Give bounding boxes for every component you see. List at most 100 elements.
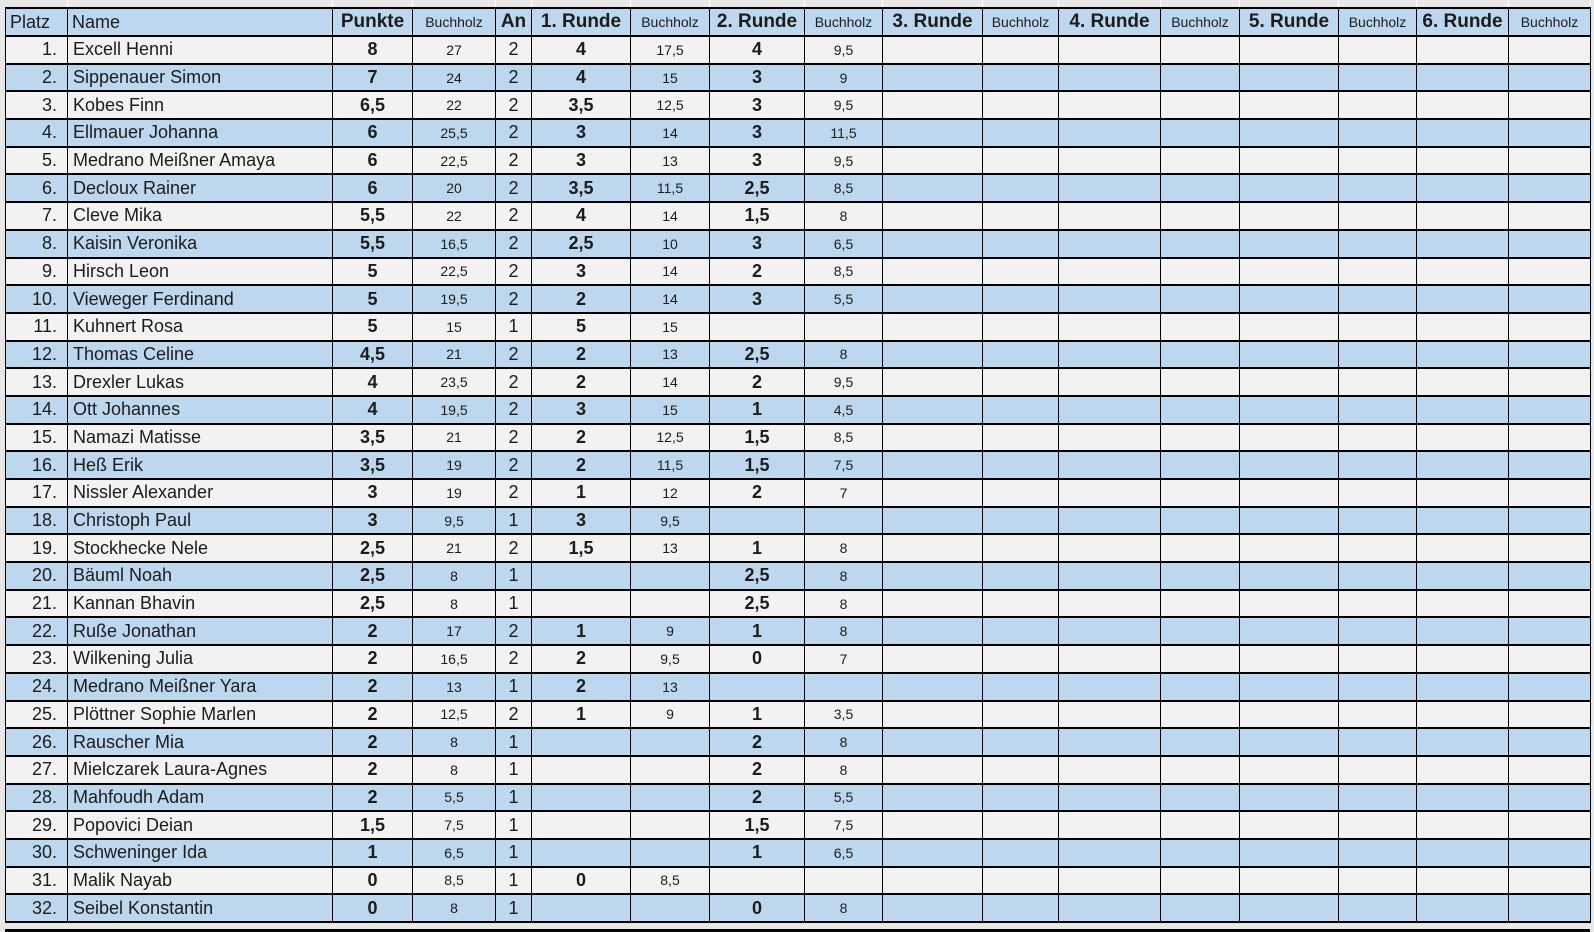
cell-runde-6[interactable]: [1416, 339, 1509, 370]
cell-name[interactable]: Mahfoudh Adam: [67, 782, 333, 813]
cell-buchholz-r3[interactable]: [982, 118, 1059, 148]
cell-buchholz-r4[interactable]: [1160, 394, 1240, 425]
cell-runde-3[interactable]: [882, 505, 983, 536]
cell-punkte[interactable]: 0: [332, 865, 413, 896]
cell-name[interactable]: Sippenauer Simon: [67, 62, 333, 93]
cell-name[interactable]: Malik Nayab: [67, 865, 333, 896]
cell-buchholz[interactable]: 22: [412, 90, 496, 121]
header-buchholz-r2[interactable]: Buchholz: [804, 7, 883, 37]
cell-name[interactable]: Kannan Bhavin: [67, 588, 333, 619]
cell-platz[interactable]: 28.: [5, 782, 68, 813]
cell-runde-5[interactable]: [1239, 810, 1339, 840]
cell-runde-4[interactable]: [1058, 588, 1161, 619]
cell-runde-1[interactable]: 2,5: [531, 228, 631, 259]
cell-buchholz-r1[interactable]: 9,5: [630, 644, 710, 674]
cell-runde-2[interactable]: 1,5: [709, 810, 805, 840]
cell-buchholz-r1[interactable]: 13: [630, 339, 710, 370]
cell-runde-4[interactable]: [1058, 837, 1161, 868]
cell-platz[interactable]: 26.: [5, 727, 68, 757]
cell-runde-2[interactable]: 2: [709, 478, 805, 508]
cell-buchholz-r5[interactable]: [1338, 422, 1417, 453]
cell-runde-1[interactable]: 2: [531, 284, 631, 314]
cell-an[interactable]: 2: [495, 367, 532, 397]
cell-buchholz-r1[interactable]: 14: [630, 367, 710, 397]
cell-punkte[interactable]: 1: [332, 837, 413, 868]
cell-punkte[interactable]: 5,5: [332, 201, 413, 231]
cell-runde-6[interactable]: [1416, 284, 1509, 314]
cell-runde-5[interactable]: [1239, 478, 1339, 508]
cell-runde-5[interactable]: [1239, 671, 1339, 702]
cell-buchholz-r4[interactable]: [1160, 228, 1240, 259]
cell-buchholz-r1[interactable]: 12,5: [630, 90, 710, 121]
cell-runde-4[interactable]: [1058, 699, 1161, 730]
cell-name[interactable]: Popovici Deian: [67, 810, 333, 840]
cell-buchholz-r2[interactable]: 8: [804, 616, 883, 647]
cell-name[interactable]: Namazi Matisse: [67, 422, 333, 453]
cell-buchholz-r3[interactable]: [982, 90, 1059, 121]
cell-buchholz-r1[interactable]: 15: [630, 394, 710, 425]
cell-runde-3[interactable]: [882, 754, 983, 785]
cell-runde-3[interactable]: [882, 893, 983, 923]
cell-buchholz-r3[interactable]: [982, 478, 1059, 508]
cell-buchholz[interactable]: 17: [412, 616, 496, 647]
cell-buchholz-r5[interactable]: [1338, 311, 1417, 342]
cell-runde-2[interactable]: 2: [709, 727, 805, 757]
cell-runde-2[interactable]: 1: [709, 394, 805, 425]
cell-buchholz-r1[interactable]: 13: [630, 671, 710, 702]
cell-name[interactable]: Schweninger Ida: [67, 837, 333, 868]
cell-buchholz-r3[interactable]: [982, 671, 1059, 702]
cell-runde-3[interactable]: [882, 782, 983, 813]
cell-runde-4[interactable]: [1058, 422, 1161, 453]
cell-platz[interactable]: 7.: [5, 201, 68, 231]
cell-runde-2[interactable]: 2,5: [709, 561, 805, 591]
cell-runde-5[interactable]: [1239, 256, 1339, 287]
cell-name[interactable]: Decloux Rainer: [67, 173, 333, 204]
cell-buchholz-r4[interactable]: [1160, 256, 1240, 287]
cell-runde-5[interactable]: [1239, 284, 1339, 314]
cell-name[interactable]: Christoph Paul: [67, 505, 333, 536]
cell-runde-4[interactable]: [1058, 616, 1161, 647]
cell-buchholz-r2[interactable]: 9,5: [804, 145, 883, 176]
cell-buchholz-r1[interactable]: 9: [630, 699, 710, 730]
cell-platz[interactable]: 24.: [5, 671, 68, 702]
cell-runde-1[interactable]: 3,5: [531, 173, 631, 204]
cell-buchholz-r3[interactable]: [982, 644, 1059, 674]
cell-punkte[interactable]: 2,5: [332, 533, 413, 564]
cell-runde-3[interactable]: [882, 478, 983, 508]
cell-name[interactable]: Nissler Alexander: [67, 478, 333, 508]
cell-runde-6[interactable]: [1416, 422, 1509, 453]
cell-buchholz-r5[interactable]: [1338, 699, 1417, 730]
cell-runde-4[interactable]: [1058, 228, 1161, 259]
cell-buchholz-r5[interactable]: [1338, 810, 1417, 840]
cell-buchholz-r3[interactable]: [982, 727, 1059, 757]
cell-name[interactable]: Mielczarek Laura-Agnes: [67, 754, 333, 785]
cell-buchholz[interactable]: 21: [412, 422, 496, 453]
cell-name[interactable]: Thomas Celine: [67, 339, 333, 370]
cell-runde-1[interactable]: 1,5: [531, 533, 631, 564]
cell-runde-5[interactable]: [1239, 754, 1339, 785]
cell-runde-6[interactable]: [1416, 671, 1509, 702]
cell-runde-1[interactable]: [531, 782, 631, 813]
cell-runde-6[interactable]: [1416, 228, 1509, 259]
cell-runde-3[interactable]: [882, 727, 983, 757]
cell-buchholz-r6[interactable]: [1508, 173, 1591, 204]
header-runde-5[interactable]: 5. Runde: [1239, 7, 1339, 37]
cell-buchholz-r5[interactable]: [1338, 616, 1417, 647]
cell-runde-5[interactable]: [1239, 118, 1339, 148]
cell-runde-5[interactable]: [1239, 865, 1339, 896]
header-runde-6[interactable]: 6. Runde: [1416, 7, 1509, 37]
cell-platz[interactable]: 10.: [5, 284, 68, 314]
cell-an[interactable]: 1: [495, 561, 532, 591]
cell-buchholz[interactable]: 8,5: [412, 865, 496, 896]
cell-buchholz-r1[interactable]: 17,5: [630, 35, 710, 65]
cell-buchholz-r3[interactable]: [982, 810, 1059, 840]
header-name[interactable]: Name: [67, 7, 333, 37]
cell-an[interactable]: 1: [495, 311, 532, 342]
cell-runde-4[interactable]: [1058, 256, 1161, 287]
cell-an[interactable]: 2: [495, 394, 532, 425]
cell-runde-2[interactable]: 2,5: [709, 339, 805, 370]
cell-runde-4[interactable]: [1058, 367, 1161, 397]
cell-buchholz-r4[interactable]: [1160, 754, 1240, 785]
cell-runde-6[interactable]: [1416, 837, 1509, 868]
cell-punkte[interactable]: 6: [332, 118, 413, 148]
